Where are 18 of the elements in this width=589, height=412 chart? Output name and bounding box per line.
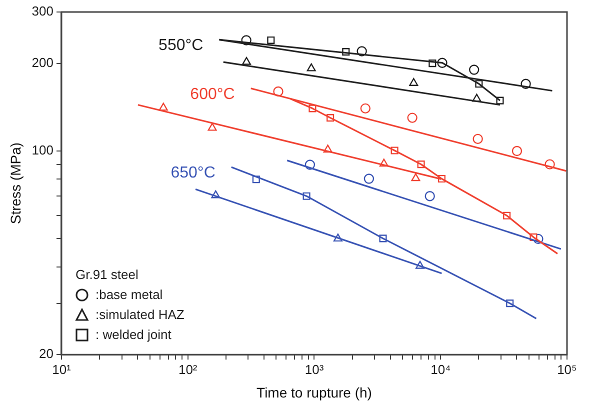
x-axis-title: Time to rupture (h) xyxy=(256,384,372,400)
x-tick-label: 10³ xyxy=(304,362,324,377)
legend-label: :simulated HAZ xyxy=(95,306,184,324)
y-axis-title: Stress (MPa) xyxy=(7,142,24,224)
y-tick-label: 20 xyxy=(39,346,54,362)
x-tick-label: 10² xyxy=(178,362,198,377)
y-tick-label: 300 xyxy=(32,4,54,19)
y-tick-label: 100 xyxy=(32,142,54,158)
series-label: 600°C xyxy=(190,86,235,103)
series-label: 650°C xyxy=(170,164,216,182)
series-label: 550°C xyxy=(158,37,204,54)
y-tick-label: 200 xyxy=(32,54,54,70)
legend-title: Gr.91 steel xyxy=(75,266,140,284)
legend-label: :base metal xyxy=(95,286,163,304)
x-tick-label: 10⁴ xyxy=(430,362,451,377)
legend-label: : welded joint xyxy=(95,326,172,344)
x-tick-label: 10⁵ xyxy=(557,362,577,377)
x-tick-label: 10¹ xyxy=(52,362,72,377)
